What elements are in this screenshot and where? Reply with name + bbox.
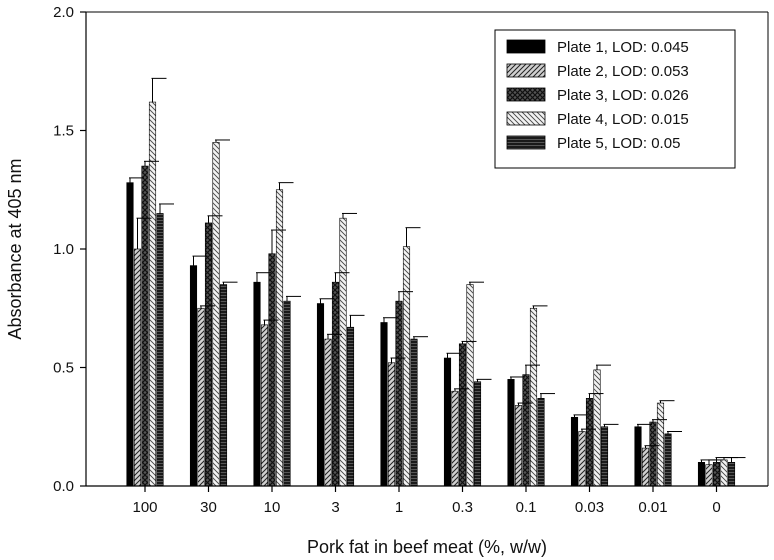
legend-label-1: Plate 1, LOD: 0.045 (557, 39, 689, 56)
y-tick-label: 2.0 (53, 4, 74, 21)
bar-5-1 (219, 284, 228, 487)
bar-1-8 (634, 426, 642, 487)
x-tick-label: 30 (200, 499, 217, 516)
bar-5-7 (600, 426, 609, 487)
y-tick-label: 0.5 (53, 360, 74, 377)
bar-3-5 (458, 343, 467, 487)
bar-5-5 (473, 381, 482, 487)
bar-3-9 (712, 461, 721, 487)
bar-3-0 (141, 165, 149, 487)
bar-3-7 (585, 398, 594, 487)
x-tick-label: 3 (331, 499, 339, 516)
bar-2-5 (451, 390, 459, 487)
bar-2-0 (133, 248, 142, 487)
bar-2-2 (260, 324, 269, 487)
bar-3-8 (649, 421, 657, 487)
x-tick-label: 0.3 (452, 499, 473, 516)
bar-1-9 (697, 461, 706, 487)
bar-5-4 (410, 338, 418, 487)
bar-1-5 (443, 357, 452, 487)
x-tick-label: 0.1 (516, 499, 537, 516)
bar-4-6 (529, 307, 538, 487)
y-axis-title: Absorbance at 405 nm (5, 158, 25, 339)
bar-3-3 (331, 281, 340, 487)
bar-4-1 (212, 142, 220, 487)
bar-2-3 (324, 338, 332, 487)
error-bars-group (129, 77, 746, 465)
x-axis-title: Pork fat in beef meat (%, w/w) (307, 537, 547, 557)
x-tick-label: 0.03 (575, 499, 604, 516)
y-tick-label: 0.0 (53, 478, 74, 495)
bar-2-9 (705, 464, 713, 487)
bar-2-1 (197, 307, 205, 487)
bar-4-3 (339, 217, 347, 487)
bar-1-7 (570, 416, 579, 487)
bar-4-4 (402, 246, 411, 487)
bar-5-2 (283, 300, 291, 487)
bar-1-0 (126, 182, 134, 487)
bar-1-4 (380, 322, 388, 487)
x-tick-label: 100 (132, 499, 157, 516)
bar-5-3 (346, 326, 355, 487)
bar-1-3 (316, 303, 325, 487)
x-tick-label: 1 (395, 499, 403, 516)
legend-label-2: Plate 2, LOD: 0.053 (557, 63, 689, 80)
legend: Plate 1, LOD: 0.045 Plate 2, LOD: 0.053 Pl… (494, 29, 736, 169)
bar-2-7 (578, 431, 586, 487)
legend-swatch-2 (506, 63, 546, 78)
x-tick-label: 0.01 (638, 499, 667, 516)
y-tick-label: 1.0 (53, 241, 74, 258)
bar-4-9 (720, 459, 728, 487)
legend-label-4: Plate 4, LOD: 0.015 (557, 111, 689, 128)
legend-swatch-4 (506, 111, 546, 126)
bar-2-6 (514, 405, 523, 487)
bar-5-9 (727, 461, 736, 487)
x-tick-label: 10 (264, 499, 281, 516)
x-axis-ticks: 100 30 10 3 1 0.3 0.1 0.03 0.01 0 (132, 486, 721, 516)
legend-swatch-3 (506, 87, 546, 102)
bar-4-7 (593, 369, 601, 487)
bar-1-2 (253, 281, 261, 487)
bar-1-1 (189, 265, 198, 487)
legend-swatch-1 (506, 39, 546, 54)
bar-1-6 (507, 379, 515, 487)
bar-4-5 (466, 284, 474, 487)
bar-2-4 (387, 362, 396, 487)
legend-label-3: Plate 3, LOD: 0.026 (557, 87, 689, 104)
bar-3-4 (395, 300, 403, 487)
y-axis-ticks: 0.0 0.5 1.0 1.5 2.0 (53, 4, 86, 495)
legend-label-5: Plate 5, LOD: 0.05 (557, 135, 680, 152)
bar-4-0 (148, 101, 157, 487)
legend-swatch-5 (506, 135, 546, 150)
bar-2-8 (641, 447, 650, 487)
bar-4-2 (275, 189, 284, 487)
bar-4-8 (656, 402, 665, 487)
bar-3-6 (522, 374, 530, 487)
bar-3-2 (268, 253, 276, 487)
bar-3-1 (204, 222, 213, 487)
x-tick-label: 0 (712, 499, 720, 516)
y-tick-label: 1.5 (53, 123, 74, 140)
bar-5-0 (156, 213, 164, 487)
bar-5-6 (537, 398, 545, 487)
bar-5-8 (664, 433, 672, 487)
